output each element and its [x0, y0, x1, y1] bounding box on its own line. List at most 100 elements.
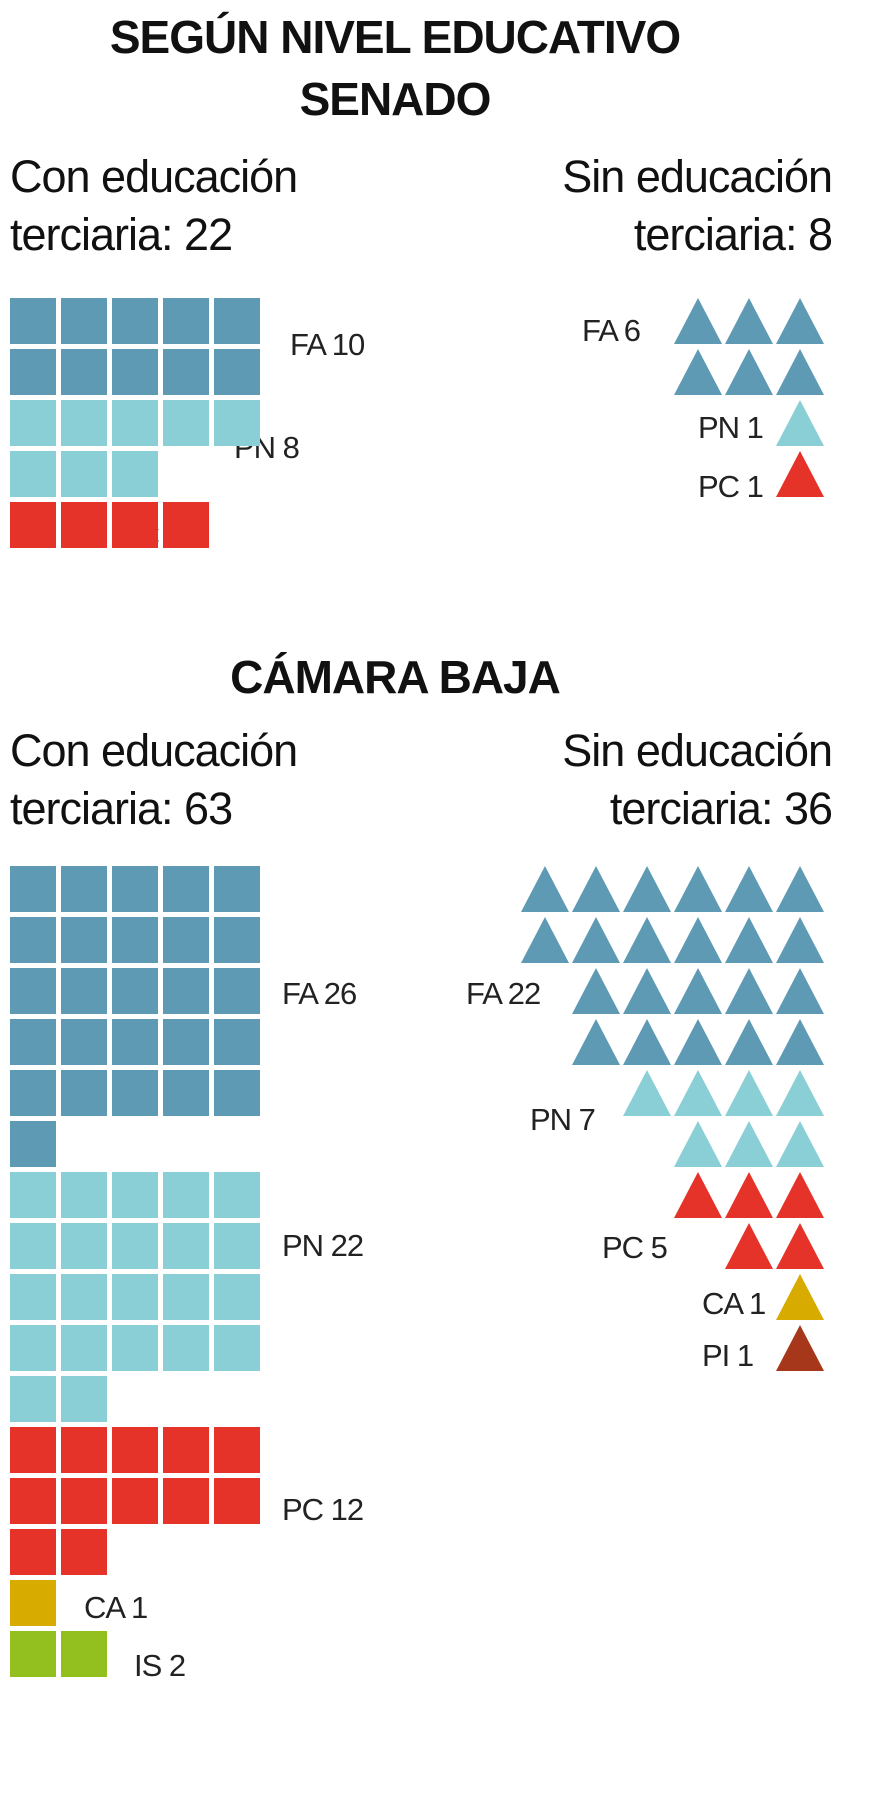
waffle-square-camara-con-pn [112, 1325, 158, 1371]
waffle-square-senado-con-pc [61, 502, 107, 548]
waffle-triangle-camara-sin-fa [572, 866, 620, 912]
waffle-triangle-camara-sin-pc [725, 1172, 773, 1218]
waffle-triangle-camara-sin-fa [572, 917, 620, 963]
waffle-square-camara-con-fa [61, 1070, 107, 1116]
waffle-square-camara-con-fa [163, 1019, 209, 1065]
series-label-senado-sin-pn: PN 1 [698, 410, 764, 445]
waffle-square-camara-con-fa [10, 866, 56, 912]
waffle-square-camara-con-fa [61, 1019, 107, 1065]
waffle-triangle-camara-sin-pc [674, 1172, 722, 1218]
waffle-triangle-senado-sin-fa [725, 298, 773, 344]
waffle-square-camara-con-pn [214, 1223, 260, 1269]
series-label-camara-sin-pn: PN 7 [530, 1102, 596, 1137]
waffle-triangle-senado-sin-fa [776, 298, 824, 344]
waffle-triangle-senado-sin-fa [674, 349, 722, 395]
waffle-square-camara-con-fa [10, 1070, 56, 1116]
waffle-square-senado-con-fa [10, 349, 56, 395]
waffle-triangle-camara-sin-pn [776, 1121, 824, 1167]
waffle-triangle-camara-sin-fa [572, 1019, 620, 1065]
series-label-senado-sin-fa: FA 6 [582, 313, 641, 348]
waffle-square-camara-con-pn [163, 1172, 209, 1218]
waffle-square-senado-con-fa [10, 298, 56, 344]
waffle-square-camara-con-fa [61, 917, 107, 963]
waffle-triangle-camara-sin-fa [521, 917, 569, 963]
series-label-camara-sin-pi: PI 1 [702, 1338, 754, 1373]
waffle-triangle-camara-sin-pc [725, 1223, 773, 1269]
waffle-square-camara-con-pn [61, 1325, 107, 1371]
waffle-square-camara-con-pc [10, 1478, 56, 1524]
waffle-square-senado-con-fa [214, 349, 260, 395]
waffle-square-camara-con-pn [10, 1172, 56, 1218]
waffle-square-senado-con-pc [163, 502, 209, 548]
waffle-triangle-camara-sin-fa [725, 917, 773, 963]
waffle-square-camara-con-pc [10, 1529, 56, 1575]
waffle-square-camara-con-fa [163, 866, 209, 912]
waffle-square-camara-con-fa [10, 917, 56, 963]
series-label-camara-con-pc: PC 12 [282, 1492, 364, 1527]
waffle-square-camara-con-fa [214, 1070, 260, 1116]
waffle-square-camara-con-pc [61, 1529, 107, 1575]
waffle-square-camara-con-pc [214, 1427, 260, 1473]
waffle-triangle-camara-sin-pc [776, 1223, 824, 1269]
series-label-camara-sin-ca: CA 1 [702, 1286, 766, 1321]
waffle-triangle-camara-sin-fa [776, 866, 824, 912]
waffle-triangle-camara-sin-fa [623, 866, 671, 912]
waffle-square-camara-con-pn [61, 1172, 107, 1218]
camara-sin-heading-line2: terciaria: 36 [609, 783, 833, 834]
waffle-square-camara-con-pn [214, 1274, 260, 1320]
waffle-square-senado-con-pn [61, 451, 107, 497]
waffle-square-camara-con-pc [112, 1427, 158, 1473]
waffle-square-camara-con-pn [61, 1274, 107, 1320]
waffle-square-camara-con-fa [10, 968, 56, 1014]
waffle-triangle-senado-sin-pn [776, 400, 824, 446]
waffle-square-camara-con-is [10, 1631, 56, 1677]
waffle-square-senado-con-pc [112, 502, 158, 548]
waffle-triangle-camara-sin-fa [572, 968, 620, 1014]
waffle-triangle-camara-sin-fa [521, 866, 569, 912]
waffle-triangle-senado-sin-fa [725, 349, 773, 395]
waffle-triangle-camara-sin-fa [623, 968, 671, 1014]
waffle-triangle-camara-sin-pn [674, 1121, 722, 1167]
waffle-triangle-camara-sin-fa [776, 968, 824, 1014]
waffle-square-camara-con-fa [214, 917, 260, 963]
waffle-triangle-camara-sin-pi [776, 1325, 824, 1371]
waffle-square-camara-con-pn [163, 1223, 209, 1269]
waffle-triangle-camara-sin-fa [623, 1019, 671, 1065]
waffle-square-camara-con-fa [214, 968, 260, 1014]
waffle-square-camara-con-fa [112, 1019, 158, 1065]
waffle-square-camara-con-pn [61, 1223, 107, 1269]
waffle-square-camara-con-pc [163, 1478, 209, 1524]
waffle-square-camara-con-fa [163, 1070, 209, 1116]
series-label-camara-con-fa: FA 26 [282, 976, 357, 1011]
series-label-camara-con-pn: PN 22 [282, 1228, 364, 1263]
senado-title: SENADO [299, 73, 492, 125]
waffle-square-camara-con-pn [112, 1172, 158, 1218]
waffle-triangle-camara-sin-fa [725, 968, 773, 1014]
waffle-triangle-camara-sin-fa [776, 1019, 824, 1065]
waffle-square-camara-con-fa [61, 866, 107, 912]
waffle-triangle-camara-sin-fa [725, 866, 773, 912]
waffle-square-senado-con-fa [112, 349, 158, 395]
waffle-triangle-camara-sin-pn [725, 1070, 773, 1116]
waffle-square-camara-con-pn [112, 1223, 158, 1269]
waffle-triangle-camara-sin-fa [725, 1019, 773, 1065]
waffle-square-senado-con-fa [61, 298, 107, 344]
waffle-square-camara-con-fa [112, 917, 158, 963]
waffle-square-camara-con-pc [61, 1478, 107, 1524]
waffle-square-senado-con-fa [61, 349, 107, 395]
senado-sin-heading-line2: terciaria: 8 [633, 209, 833, 260]
camara-con-heading-line1: Con educación [10, 725, 298, 776]
waffle-triangle-camara-sin-fa [776, 917, 824, 963]
waffle-square-camara-con-fa [61, 968, 107, 1014]
waffle-triangle-camara-sin-fa [674, 917, 722, 963]
waffle-square-camara-con-is [61, 1631, 107, 1677]
series-label-camara-sin-fa: FA 22 [466, 976, 541, 1011]
waffle-triangle-senado-sin-fa [674, 298, 722, 344]
camara-sin-heading-line1: Sin educación [562, 725, 833, 776]
waffle-square-camara-con-pc [112, 1478, 158, 1524]
waffle-square-senado-con-pc [10, 502, 56, 548]
camara-con-heading-line2: terciaria: 63 [10, 783, 233, 834]
waffle-square-camara-con-fa [112, 968, 158, 1014]
waffle-square-camara-con-fa [163, 917, 209, 963]
waffle-square-camara-con-fa [214, 866, 260, 912]
